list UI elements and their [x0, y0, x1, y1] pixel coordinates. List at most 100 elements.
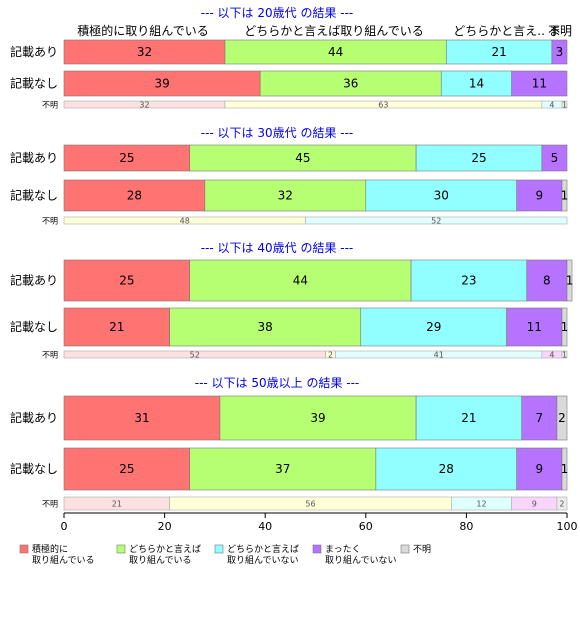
- x-tick-label: 60: [359, 520, 373, 533]
- x-tick-label: 0: [61, 520, 68, 533]
- bar-segment: [440, 70, 512, 97]
- data-label: 37: [275, 462, 290, 476]
- x-tick-label: 80: [459, 520, 473, 533]
- data-label: 9: [532, 500, 537, 509]
- data-label: 29: [426, 320, 441, 334]
- legend-label: 取り組んでいない: [325, 554, 397, 566]
- column-header: 積極的に取り組んでいる: [77, 23, 208, 38]
- data-label: 2: [559, 500, 564, 509]
- bar-segment: [305, 216, 568, 225]
- data-label: 36: [343, 77, 358, 91]
- data-label: 1: [561, 189, 569, 203]
- legend-swatch: [19, 544, 29, 554]
- data-label: 44: [328, 45, 343, 59]
- x-tick-label: 100: [557, 520, 578, 533]
- data-label: 39: [154, 77, 169, 91]
- data-label: 28: [439, 462, 454, 476]
- bar-segment: [63, 179, 206, 212]
- data-label: 9: [536, 462, 544, 476]
- bar-segment: [541, 144, 568, 172]
- data-label: 52: [431, 217, 441, 226]
- data-label: 2: [328, 351, 333, 360]
- row-label: 記載あり: [10, 410, 58, 425]
- legend-label: 取り組んでいない: [227, 554, 299, 566]
- data-label: 52: [190, 351, 200, 360]
- row-label: 不明: [42, 101, 58, 110]
- legend-swatch: [400, 544, 410, 554]
- column-header: 不明: [548, 24, 572, 38]
- data-label: 56: [305, 500, 315, 509]
- data-label: 21: [109, 320, 124, 334]
- data-label: 25: [471, 151, 486, 165]
- data-label: 4: [549, 101, 554, 110]
- row-label: 不明: [42, 351, 58, 360]
- row-label: 記載なし: [10, 319, 58, 334]
- data-label: 45: [295, 151, 310, 165]
- data-label: 1: [562, 101, 567, 110]
- bar-segment: [415, 144, 543, 172]
- data-label: 41: [434, 351, 444, 360]
- bar-segment: [561, 100, 568, 109]
- bar-segment: [224, 39, 447, 65]
- bar-segment: [556, 496, 568, 511]
- data-label: 4: [549, 351, 554, 360]
- data-label: 14: [469, 77, 484, 91]
- bar-segment: [375, 447, 517, 491]
- bar-segment: [561, 179, 568, 212]
- legend-item: 不明: [400, 544, 431, 555]
- bar-segment: [63, 395, 221, 441]
- data-label: 1: [566, 274, 574, 288]
- panel-title: --- 以下は 30歳代 の結果 ---: [201, 126, 354, 140]
- legend-swatch: [214, 544, 224, 554]
- legend-item: 積極的に取り組んでいる: [19, 543, 95, 566]
- bar-segment: [526, 259, 568, 302]
- data-label: 2: [558, 411, 566, 425]
- data-label: 39: [310, 411, 325, 425]
- column-header: どちらかと言え.. ま: [453, 24, 560, 38]
- bar-segment: [63, 70, 261, 97]
- legend-label: どちらかと言えば: [227, 543, 299, 555]
- bar-segment: [189, 447, 377, 491]
- row-label: 不明: [42, 500, 58, 509]
- bar-segment: [63, 259, 191, 302]
- data-label: 32: [139, 101, 149, 110]
- bar-segment: [506, 307, 563, 347]
- row-label: 記載あり: [10, 273, 58, 288]
- data-label: 1: [562, 351, 567, 360]
- bar-segment: [561, 447, 568, 491]
- x-axis: 0 20 40 60 80 100: [61, 512, 578, 533]
- panel-title: --- 以下は 50歳以上 の結果 ---: [195, 376, 360, 390]
- bar-segment: [259, 70, 442, 97]
- panel: --- 以下は 30歳代 の結果 --- 記載あり 25 45 25 5 記載なし 28 32 3…: [10, 126, 568, 226]
- bar-segment: [415, 395, 523, 441]
- row-label: 記載なし: [10, 188, 58, 203]
- data-label: 7: [536, 411, 544, 425]
- row-label: 記載なし: [10, 76, 58, 91]
- legend-label: 取り組んでいる: [129, 554, 192, 566]
- legend-label: 不明: [413, 544, 431, 555]
- data-label: 25: [119, 462, 134, 476]
- data-label: 25: [119, 151, 134, 165]
- bar-segment: [365, 179, 517, 212]
- data-label: 30: [434, 189, 449, 203]
- legend-swatch: [312, 544, 322, 554]
- bar-segment: [63, 144, 191, 172]
- x-tick-label: 20: [158, 520, 172, 533]
- data-label: 11: [527, 320, 542, 334]
- data-label: 63: [378, 101, 388, 110]
- legend-swatch: [116, 544, 126, 554]
- legend: 積極的に取り組んでいる どちらかと言えば取り組んでいる どちらかと言えば取り組んでい…: [19, 543, 431, 566]
- data-label: 21: [112, 500, 122, 509]
- legend-label: まったく: [325, 544, 361, 555]
- data-label: 32: [278, 189, 293, 203]
- data-label: 31: [134, 411, 149, 425]
- bar-segment: [169, 307, 362, 347]
- data-label: 21: [491, 45, 506, 59]
- data-label: 48: [180, 217, 190, 226]
- data-label: 1: [561, 320, 569, 334]
- panel-title: --- 以下は 40歳代 の結果 ---: [201, 241, 354, 255]
